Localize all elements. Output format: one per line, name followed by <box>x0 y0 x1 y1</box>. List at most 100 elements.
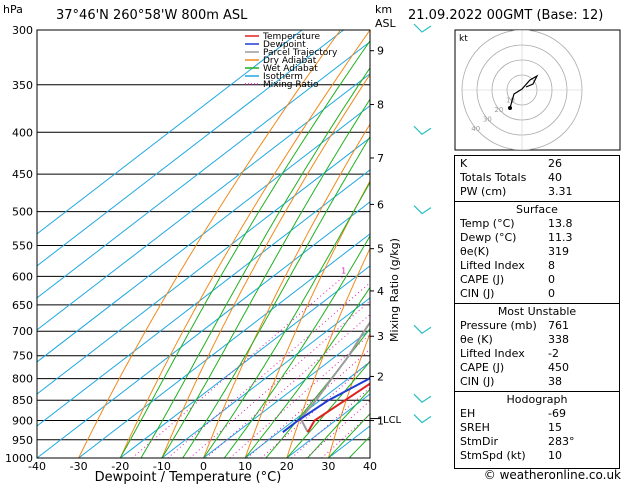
isotherm-line <box>37 30 344 267</box>
index-value: 15 <box>548 421 562 434</box>
footer-credit: © weatheronline.co.uk <box>483 468 621 482</box>
temperature-tick-label: -30 <box>70 460 88 473</box>
km-label: km <box>375 3 392 16</box>
index-value: 40 <box>548 171 562 184</box>
index-row: CIN (J) 38 <box>455 375 619 389</box>
legend-entry: Mixing Ratio <box>263 80 319 90</box>
index-row: StmDir 283° <box>455 435 619 449</box>
temperature-tick-label: -40 <box>28 460 46 473</box>
km-tick-label: 7 <box>377 152 384 165</box>
isotherm-line <box>203 329 370 458</box>
wind-barb <box>413 205 432 215</box>
index-value: 283° <box>548 435 575 448</box>
index-row: Lifted Index 8 <box>455 259 619 273</box>
index-row: K 26 <box>455 157 619 171</box>
isotherm-line <box>161 297 370 458</box>
dry-adiabat-line <box>286 247 370 458</box>
index-row: EH -69 <box>455 407 619 421</box>
temperature-tick-label: 40 <box>363 460 377 473</box>
index-row: Pressure (mb) 761 <box>455 319 619 333</box>
index-row: Dewp (°C) 11.3 <box>455 231 619 245</box>
isotherm-line <box>78 233 370 458</box>
index-value: 450 <box>548 361 569 374</box>
skewt-traces <box>282 320 370 433</box>
wet-adiabat-line <box>161 98 370 458</box>
legend-entry: Dry Adiabat <box>263 56 317 66</box>
temperature-tick-label: 0 <box>200 460 207 473</box>
pressure-tick-label: 450 <box>12 168 33 181</box>
index-value: 13.8 <box>548 217 573 230</box>
datetime-title: 21.09.2022 00GMT (Base: 12) <box>408 8 603 23</box>
index-key: Lifted Index <box>460 347 525 360</box>
index-row: CAPE (J) 0 <box>455 273 619 287</box>
pressure-tick-label: 350 <box>12 79 33 92</box>
index-value: -2 <box>548 347 559 360</box>
wet-adiabat-line <box>182 135 370 458</box>
index-value: -69 <box>548 407 566 420</box>
isotherm-line <box>119 265 370 458</box>
index-value: 761 <box>548 319 569 332</box>
temperature-tick-label: 30 <box>321 460 335 473</box>
legend-entry: Temperature <box>262 32 320 42</box>
index-key: Temp (°C) <box>460 217 515 230</box>
location-title: 37°46'N 260°58'W 800m ASL <box>56 8 248 23</box>
legend-entry: Wet Adiabat <box>263 64 318 74</box>
mixing-ratio-label: 1 <box>341 266 346 275</box>
indices-surface: Surface Temp (°C) 13.8 Dewp (°C) 11.3 θe(K) 3… <box>455 202 619 304</box>
plot-frame <box>36 29 371 459</box>
mixing-ratio-label: 4 <box>411 266 416 275</box>
index-key: CAPE (J) <box>460 361 505 374</box>
isotherm-line <box>37 169 370 427</box>
mixing-ratio-label: 6 <box>433 266 438 275</box>
wet-adiabat-line <box>140 67 370 458</box>
wet-adiabat-line <box>203 181 370 458</box>
km-tick-label: 8 <box>377 99 384 112</box>
mixing-ratio-label: 2 <box>375 266 380 275</box>
hodograph-unit-label: kt <box>459 34 468 44</box>
index-key: EH <box>460 407 476 420</box>
km-tick-label: 2 <box>377 370 384 383</box>
hodograph-ring-label: 40 <box>471 125 480 133</box>
dry-adiabat-line <box>620 30 629 458</box>
isotherm-line <box>37 30 303 235</box>
mixing-ratio-line <box>131 276 344 458</box>
index-key: PW (cm) <box>460 185 507 198</box>
legend-entry: Dewpoint <box>263 40 306 50</box>
pressure-tick-label: 900 <box>12 415 33 428</box>
mixing-ratio-axis-label: Mixing Ratio (g/kg) <box>388 238 401 342</box>
legend-entry: Isotherm <box>263 72 303 82</box>
index-key: K <box>460 157 468 170</box>
pressure-tick-label: 850 <box>12 394 33 407</box>
skewt-axes: 3003504004505005506006507007508008509009… <box>5 24 384 473</box>
index-key: StmSpd (kt) <box>460 449 526 462</box>
dry-adiabat-line <box>119 30 370 458</box>
isotherm-line <box>37 73 370 331</box>
legend-entry: Parcel Trajectory <box>263 48 338 58</box>
dry-adiabat-line <box>203 123 370 458</box>
index-value: 8 <box>548 259 555 272</box>
index-row: Temp (°C) 13.8 <box>455 217 619 231</box>
index-row: Lifted Index -2 <box>455 347 619 361</box>
dry-adiabat-line <box>327 332 370 458</box>
wind-barb <box>413 414 432 424</box>
index-key: Totals Totals <box>460 171 527 184</box>
hodograph-ring-label: 30 <box>483 116 492 124</box>
index-value: 0 <box>548 287 555 300</box>
asl-label: ASL <box>375 17 397 30</box>
pressure-tick-label: 600 <box>12 270 33 283</box>
most-unstable-title: Most Unstable <box>497 305 577 318</box>
index-row: Totals Totals 40 <box>455 171 619 185</box>
km-tick-label: 1 <box>377 415 384 428</box>
temperature-tick-label: -20 <box>111 460 129 473</box>
mixing-ratio-line <box>246 348 370 458</box>
indices-basic: K 26 Totals Totals 40 PW (cm) 3.31 <box>455 156 619 202</box>
indices-hodograph: Hodograph EH -69 SREH 15 StmDir 283° StmSpd (k… <box>455 392 619 465</box>
wind-barb <box>413 23 432 33</box>
index-key: Lifted Index <box>460 259 525 272</box>
lcl-label: LCL <box>383 415 402 426</box>
mixing-ratio-line <box>189 300 370 458</box>
hodograph-ring-label: 10 <box>506 97 515 105</box>
wind-barb <box>413 393 432 403</box>
